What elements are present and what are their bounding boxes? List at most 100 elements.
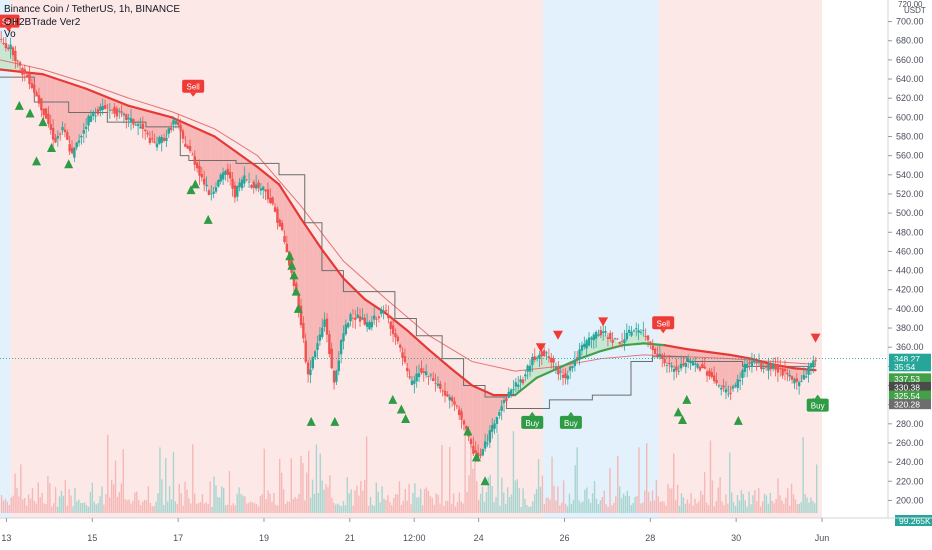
buy-label-box bbox=[806, 398, 829, 412]
sell-label-text: Sell bbox=[186, 83, 200, 92]
volume-bar bbox=[379, 502, 381, 513]
volume-bar bbox=[45, 504, 47, 513]
candle-body bbox=[526, 365, 529, 372]
ema-line-segment bbox=[664, 344, 688, 351]
candle-body bbox=[266, 189, 270, 200]
price-axis[interactable]: 200.00220.00240.00260.00280.00300.00320.… bbox=[887, 0, 932, 550]
volume-bar bbox=[126, 500, 128, 513]
time-axis[interactable]: 13 15 17 19 21 12:00 24 26 28 30 Jun bbox=[0, 517, 932, 543]
volume-bar bbox=[342, 501, 345, 513]
volume-bar bbox=[593, 480, 596, 513]
volume-bar bbox=[615, 496, 617, 513]
candle-body bbox=[639, 331, 643, 333]
volume-bar bbox=[302, 463, 304, 513]
cloud-segment bbox=[214, 136, 219, 189]
volume-bar bbox=[626, 490, 629, 513]
candle-body bbox=[361, 317, 364, 320]
candle-body bbox=[120, 111, 123, 113]
candle-body bbox=[486, 443, 489, 445]
volume-bar bbox=[756, 501, 758, 513]
candle-body bbox=[297, 294, 300, 310]
candle-body bbox=[677, 371, 680, 372]
volume-bar bbox=[197, 503, 200, 513]
candle-body bbox=[257, 182, 260, 189]
candle-body bbox=[559, 371, 562, 373]
candle-body bbox=[344, 324, 348, 335]
candle-body bbox=[122, 113, 126, 115]
candle-body bbox=[618, 342, 621, 344]
ema-line-segment bbox=[277, 183, 302, 220]
volume-bar bbox=[221, 486, 223, 513]
volume-bar bbox=[736, 494, 739, 513]
volume-bar bbox=[717, 487, 719, 513]
candle-body bbox=[554, 366, 558, 369]
candle-body bbox=[566, 375, 569, 380]
candle-body bbox=[661, 354, 664, 359]
candle-body bbox=[597, 334, 600, 336]
volume-bar bbox=[201, 494, 204, 513]
volume-bar bbox=[132, 500, 134, 513]
candle-body bbox=[679, 363, 683, 369]
volume-bar bbox=[277, 505, 279, 513]
candle-body bbox=[49, 123, 52, 130]
candle-body bbox=[814, 360, 817, 362]
y-tick-label: 260.00 bbox=[896, 438, 924, 448]
candle-body bbox=[469, 439, 473, 445]
volume-bar bbox=[503, 492, 505, 513]
cloud-segment bbox=[351, 286, 357, 317]
candle-body bbox=[807, 366, 810, 375]
cloud-segment bbox=[206, 132, 211, 194]
volume-bar bbox=[787, 488, 789, 513]
candle-body bbox=[330, 348, 333, 369]
volume-bar bbox=[396, 494, 399, 513]
cloud-segment bbox=[193, 126, 198, 166]
volume-bar bbox=[788, 505, 791, 513]
volume-bar bbox=[715, 501, 717, 513]
candle-body bbox=[356, 314, 359, 319]
volume-bar bbox=[215, 485, 217, 513]
candle-body bbox=[686, 358, 690, 362]
cloud-segment bbox=[64, 81, 69, 143]
candle-body bbox=[642, 330, 645, 332]
candle-body bbox=[306, 362, 310, 375]
volume-bar bbox=[110, 479, 113, 513]
candle-body bbox=[564, 373, 567, 379]
candle-body bbox=[354, 317, 357, 320]
x-tick-label: 12:00 bbox=[403, 533, 426, 543]
volume-bar bbox=[306, 472, 308, 513]
volume-bar bbox=[248, 502, 250, 513]
candle-body bbox=[94, 115, 97, 117]
candle-body bbox=[812, 360, 815, 367]
volume-bar bbox=[682, 497, 685, 513]
volume-bar bbox=[416, 497, 418, 513]
candle-body bbox=[415, 373, 418, 382]
candle-body bbox=[375, 318, 378, 320]
candle-body bbox=[205, 184, 208, 187]
buy-arrow-icon bbox=[733, 415, 743, 425]
candle-body bbox=[741, 370, 744, 379]
volume-bar bbox=[49, 483, 51, 513]
buy-arrow-icon bbox=[480, 476, 490, 486]
y-tick-label: 700.00 bbox=[896, 17, 924, 27]
buy-arrow-icon bbox=[306, 416, 316, 426]
candle-body bbox=[623, 339, 626, 344]
volume-bar bbox=[769, 492, 772, 513]
volume-bar bbox=[78, 499, 80, 513]
candle-body bbox=[800, 380, 803, 382]
candle-body bbox=[89, 115, 93, 122]
volume-bar bbox=[557, 486, 559, 513]
volume-bar bbox=[806, 497, 808, 513]
volume-bar bbox=[194, 493, 196, 513]
candle-body bbox=[221, 172, 225, 180]
candle-body bbox=[113, 107, 116, 114]
volume-bar bbox=[207, 504, 209, 513]
x-tick-label: 28 bbox=[645, 533, 655, 543]
candle-body bbox=[627, 329, 631, 333]
candle-body bbox=[561, 374, 565, 378]
candle-body bbox=[649, 341, 652, 344]
cloud-segment bbox=[309, 230, 314, 376]
price-tag-text: 330.38 bbox=[894, 382, 920, 392]
candle-body bbox=[590, 337, 593, 340]
candle-body bbox=[644, 336, 647, 337]
